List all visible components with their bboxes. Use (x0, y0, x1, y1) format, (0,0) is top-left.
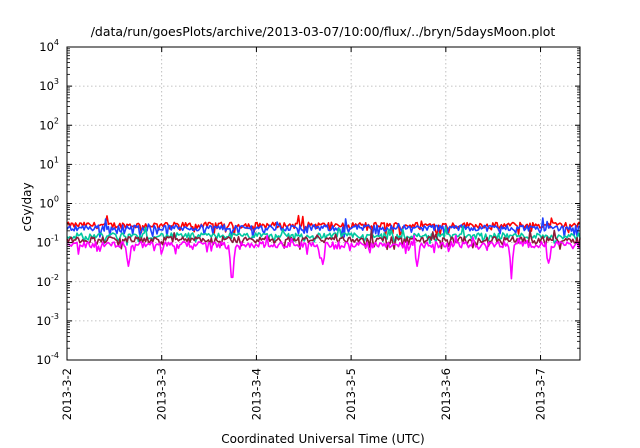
y-tick-label: 100 (39, 195, 59, 211)
x-tick-label: 2013-3-2 (60, 368, 74, 420)
y-tick-label: 10-1 (36, 234, 59, 250)
y-tick-label: 101 (39, 155, 59, 171)
x-tick-label: 2013-3-5 (344, 368, 358, 420)
y-axis-label: cGy/day (20, 182, 34, 231)
y-tick-label: 10-3 (36, 312, 59, 328)
chart-title: /data/run/goesPlots/archive/2013-03-07/1… (91, 24, 556, 39)
series-line-5 (66, 234, 581, 280)
series-line-3 (66, 225, 581, 246)
x-tick-label: 2013-3-4 (249, 368, 263, 420)
x-axis-label: Coordinated Universal Time (UTC) (221, 432, 424, 446)
y-tick-label: 10-2 (36, 273, 59, 289)
y-tick-label: 10-4 (36, 351, 59, 367)
x-axis: 2013-3-2 2013-3-3 2013-3-4 2013-3-5 2013-3-6… (60, 47, 548, 420)
y-tick-label: 102 (39, 116, 59, 132)
series-line-2 (66, 217, 581, 239)
x-tick-label: 2013-3-7 (534, 368, 548, 420)
series-group (66, 214, 581, 280)
y-tick-label: 103 (39, 77, 59, 93)
series-line-4 (66, 229, 581, 251)
y-tick-label: 104 (39, 38, 59, 54)
grid (67, 47, 580, 360)
y-axis: 10-4 10-3 10-2 10-1 100 101 102 103 104 (36, 38, 580, 367)
x-tick-label: 2013-3-3 (155, 368, 169, 420)
x-tick-label: 2013-3-6 (439, 368, 453, 420)
